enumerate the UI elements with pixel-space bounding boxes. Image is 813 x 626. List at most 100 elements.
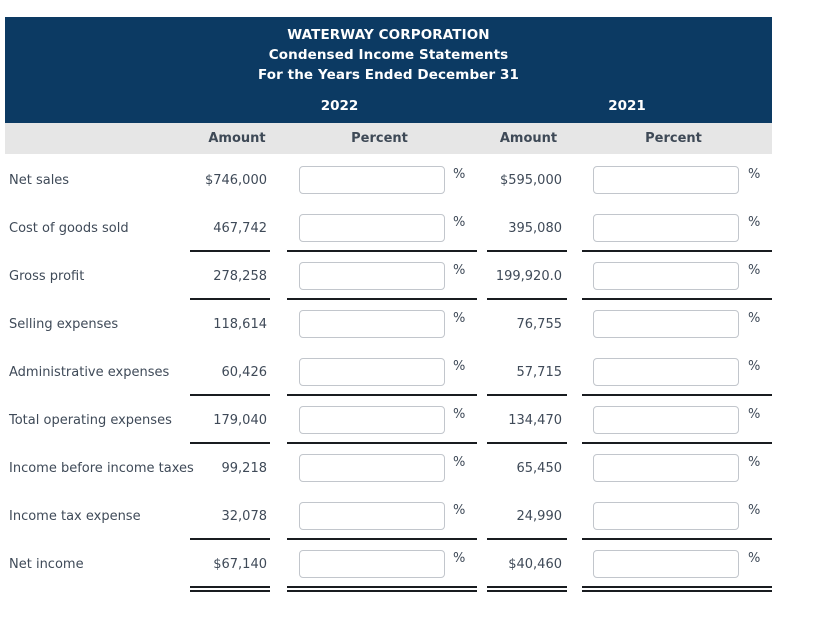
row-label: Cost of goods sold [9, 220, 129, 236]
amount-2021-value: 395,080 [482, 204, 575, 252]
amount-2022-value: $67,140 [190, 540, 277, 592]
percent-sign: % [748, 262, 761, 278]
amount-2021-value: 24,990 [482, 492, 575, 540]
percent-2022-cell: % [277, 252, 482, 300]
amount-2022-value: 467,742 [190, 204, 277, 252]
percent-2022-input[interactable] [299, 166, 445, 194]
percent-2021-input[interactable] [593, 262, 739, 290]
percent-sign: % [453, 262, 466, 278]
row-label: Selling expenses [9, 316, 119, 332]
percent-2021-cell: % [575, 300, 772, 348]
amount-2022-value: 179,040 [190, 396, 277, 444]
percent-sign: % [748, 454, 761, 470]
table-row: Gross profit 278,258 % 199,920.0 % [5, 252, 772, 300]
table-row: Net sales $746,000 % $595,000 % [5, 156, 772, 204]
amount-2021-value: $595,000 [499, 172, 562, 188]
company-name: WATERWAY CORPORATION [287, 27, 490, 43]
column-header-band: Amount Percent Amount Percent [5, 123, 772, 154]
amount-2022-value: 118,614 [213, 316, 267, 332]
statement-period: For the Years Ended December 31 [257, 67, 520, 83]
amount-2021-value: 134,470 [482, 396, 575, 444]
percent-sign: % [748, 550, 761, 566]
amount-2021-value: 199,920.0 [482, 252, 575, 300]
percent-sign: % [748, 310, 761, 326]
amount-2022-value: 278,258 [190, 252, 277, 300]
percent-2021-cell: % [575, 156, 772, 204]
percent-2022-header: Percent [351, 131, 408, 146]
percent-2021-input[interactable] [593, 454, 739, 482]
table-row: Income before income taxes 99,218 % 65,4… [5, 444, 772, 492]
table-row: Administrative expenses 60,426 % 57,715 … [5, 348, 772, 396]
percent-sign: % [453, 406, 466, 422]
row-label: Total operating expenses [9, 412, 172, 428]
amount-2022-value: $746,000 [204, 172, 267, 188]
percent-2021-input[interactable] [593, 502, 739, 530]
percent-2021-input[interactable] [593, 310, 739, 338]
row-label: Gross profit [9, 268, 85, 284]
amount-2021-header: Amount [499, 131, 558, 146]
percent-sign: % [453, 358, 466, 374]
statement-rows: Net sales $746,000 % $595,000 % Cost of … [5, 156, 772, 592]
percent-2022-cell: % [277, 204, 482, 252]
percent-2022-cell: % [277, 156, 482, 204]
percent-2022-input[interactable] [299, 454, 445, 482]
percent-2022-cell: % [277, 348, 482, 396]
percent-sign: % [748, 166, 761, 182]
table-row: Cost of goods sold 467,742 % 395,080 % [5, 204, 772, 252]
percent-2022-cell: % [277, 492, 482, 540]
amount-2021-value: 65,450 [516, 460, 563, 476]
year-spacer [5, 98, 197, 114]
row-label: Net sales [9, 172, 70, 188]
row-label: Income before income taxes [9, 460, 194, 476]
percent-sign: % [453, 454, 466, 470]
percent-sign: % [748, 214, 761, 230]
percent-2021-input[interactable] [593, 214, 739, 242]
amount-2022-value: 60,426 [190, 348, 277, 396]
row-label: Net income [9, 556, 84, 572]
income-statement-worksheet: WATERWAY CORPORATION Condensed Income St… [5, 17, 772, 598]
percent-2021-cell: % [575, 492, 772, 540]
percent-2021-input[interactable] [593, 358, 739, 386]
year-2021-header: 2021 [608, 98, 646, 114]
amount-2021-value: $40,460 [482, 540, 575, 592]
percent-2022-cell: % [277, 540, 482, 592]
percent-2022-cell: % [277, 300, 482, 348]
percent-sign: % [453, 550, 466, 566]
table-row: Total operating expenses 179,040 % 134,4… [5, 396, 772, 444]
amount-2022-header: Amount [208, 131, 266, 146]
percent-2022-input[interactable] [299, 214, 445, 242]
percent-2022-cell: % [277, 396, 482, 444]
percent-2022-input[interactable] [299, 310, 445, 338]
percent-2022-input[interactable] [299, 262, 445, 290]
table-row: Net income $67,140 % $40,460 % [5, 540, 772, 592]
percent-sign: % [748, 502, 761, 518]
percent-2021-cell: % [575, 252, 772, 300]
percent-sign: % [453, 310, 466, 326]
percent-2021-input[interactable] [593, 550, 739, 578]
year-header-row: 2022 2021 [5, 98, 772, 114]
percent-2022-input[interactable] [299, 358, 445, 386]
year-2022-header: 2022 [320, 98, 359, 114]
percent-2022-input[interactable] [299, 406, 445, 434]
percent-2022-cell: % [277, 444, 482, 492]
percent-sign: % [748, 358, 761, 374]
statement-header-band: WATERWAY CORPORATION Condensed Income St… [5, 17, 772, 123]
percent-2022-input[interactable] [299, 550, 445, 578]
percent-2021-cell: % [575, 444, 772, 492]
amount-2021-value: 76,755 [516, 316, 563, 332]
amount-2022-value: 32,078 [190, 492, 277, 540]
percent-sign: % [453, 502, 466, 518]
percent-sign: % [748, 406, 761, 422]
percent-2021-input[interactable] [593, 166, 739, 194]
percent-2021-input[interactable] [593, 406, 739, 434]
percent-2021-header: Percent [645, 131, 702, 146]
amount-2022-value: 99,218 [221, 460, 268, 476]
amount-2021-value: 57,715 [482, 348, 575, 396]
row-label: Administrative expenses [9, 364, 170, 380]
row-label: Income tax expense [9, 508, 141, 524]
percent-2021-cell: % [575, 204, 772, 252]
statement-title: Condensed Income Statements [268, 47, 509, 63]
table-row: Selling expenses 118,614 % 76,755 % [5, 300, 772, 348]
percent-2021-cell: % [575, 348, 772, 396]
percent-2022-input[interactable] [299, 502, 445, 530]
